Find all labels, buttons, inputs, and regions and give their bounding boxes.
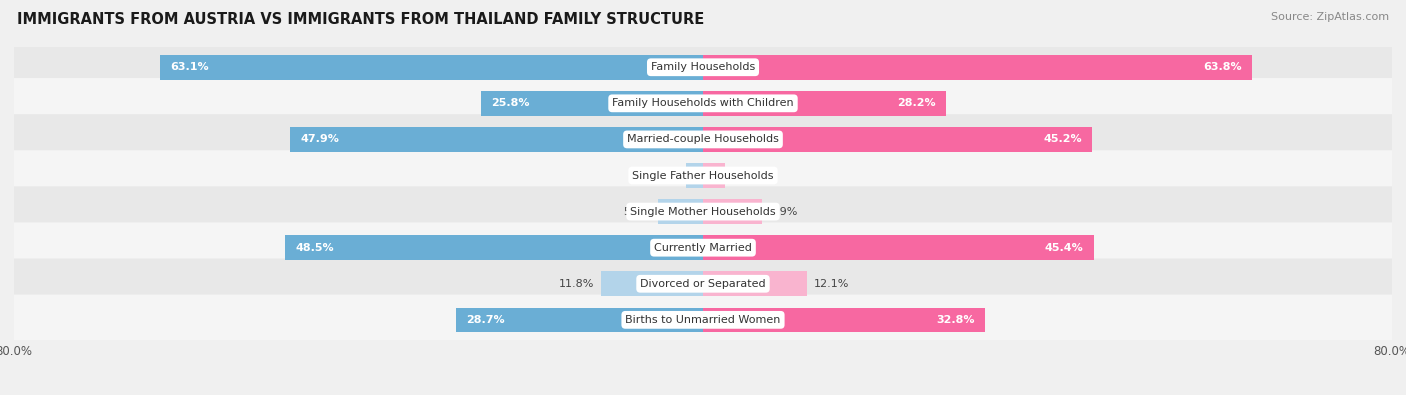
Text: Family Households: Family Households bbox=[651, 62, 755, 72]
Text: IMMIGRANTS FROM AUSTRIA VS IMMIGRANTS FROM THAILAND FAMILY STRUCTURE: IMMIGRANTS FROM AUSTRIA VS IMMIGRANTS FR… bbox=[17, 12, 704, 27]
Bar bbox=[160, 55, 703, 79]
Text: Family Households with Children: Family Households with Children bbox=[612, 98, 794, 108]
FancyBboxPatch shape bbox=[8, 186, 1398, 237]
Text: 63.1%: 63.1% bbox=[170, 62, 208, 72]
Text: 63.8%: 63.8% bbox=[1204, 62, 1241, 72]
Text: 45.4%: 45.4% bbox=[1045, 243, 1084, 253]
Text: 28.2%: 28.2% bbox=[897, 98, 935, 108]
FancyBboxPatch shape bbox=[8, 114, 1398, 165]
Text: 2.5%: 2.5% bbox=[731, 171, 759, 181]
Text: 48.5%: 48.5% bbox=[295, 243, 335, 253]
Text: 45.2%: 45.2% bbox=[1043, 134, 1083, 145]
Bar bbox=[703, 55, 1253, 79]
FancyBboxPatch shape bbox=[8, 295, 1398, 345]
Bar bbox=[686, 163, 703, 188]
Text: 47.9%: 47.9% bbox=[301, 134, 340, 145]
Bar bbox=[703, 308, 986, 332]
FancyBboxPatch shape bbox=[8, 258, 1398, 309]
Bar bbox=[703, 199, 762, 224]
Bar bbox=[481, 91, 703, 116]
Text: 25.8%: 25.8% bbox=[491, 98, 530, 108]
Bar bbox=[291, 127, 703, 152]
Bar bbox=[658, 199, 703, 224]
Bar bbox=[285, 235, 703, 260]
FancyBboxPatch shape bbox=[8, 42, 1398, 92]
Bar bbox=[703, 235, 1094, 260]
Legend: Immigrants from Austria, Immigrants from Thailand: Immigrants from Austria, Immigrants from… bbox=[502, 392, 904, 395]
Text: Married-couple Households: Married-couple Households bbox=[627, 134, 779, 145]
Text: 32.8%: 32.8% bbox=[936, 315, 976, 325]
Text: 5.2%: 5.2% bbox=[623, 207, 651, 216]
Text: Single Father Households: Single Father Households bbox=[633, 171, 773, 181]
Text: 2.0%: 2.0% bbox=[651, 171, 679, 181]
Text: 11.8%: 11.8% bbox=[560, 279, 595, 289]
FancyBboxPatch shape bbox=[8, 78, 1398, 129]
Text: Currently Married: Currently Married bbox=[654, 243, 752, 253]
FancyBboxPatch shape bbox=[8, 222, 1398, 273]
Text: Source: ZipAtlas.com: Source: ZipAtlas.com bbox=[1271, 12, 1389, 22]
Bar bbox=[456, 308, 703, 332]
Text: Divorced or Separated: Divorced or Separated bbox=[640, 279, 766, 289]
FancyBboxPatch shape bbox=[8, 150, 1398, 201]
Bar bbox=[703, 271, 807, 296]
Bar bbox=[602, 271, 703, 296]
Text: 28.7%: 28.7% bbox=[467, 315, 505, 325]
Bar bbox=[703, 163, 724, 188]
Text: 12.1%: 12.1% bbox=[814, 279, 849, 289]
Text: 6.9%: 6.9% bbox=[769, 207, 797, 216]
Text: Single Mother Households: Single Mother Households bbox=[630, 207, 776, 216]
Bar bbox=[703, 91, 946, 116]
Bar bbox=[703, 127, 1092, 152]
Text: Births to Unmarried Women: Births to Unmarried Women bbox=[626, 315, 780, 325]
